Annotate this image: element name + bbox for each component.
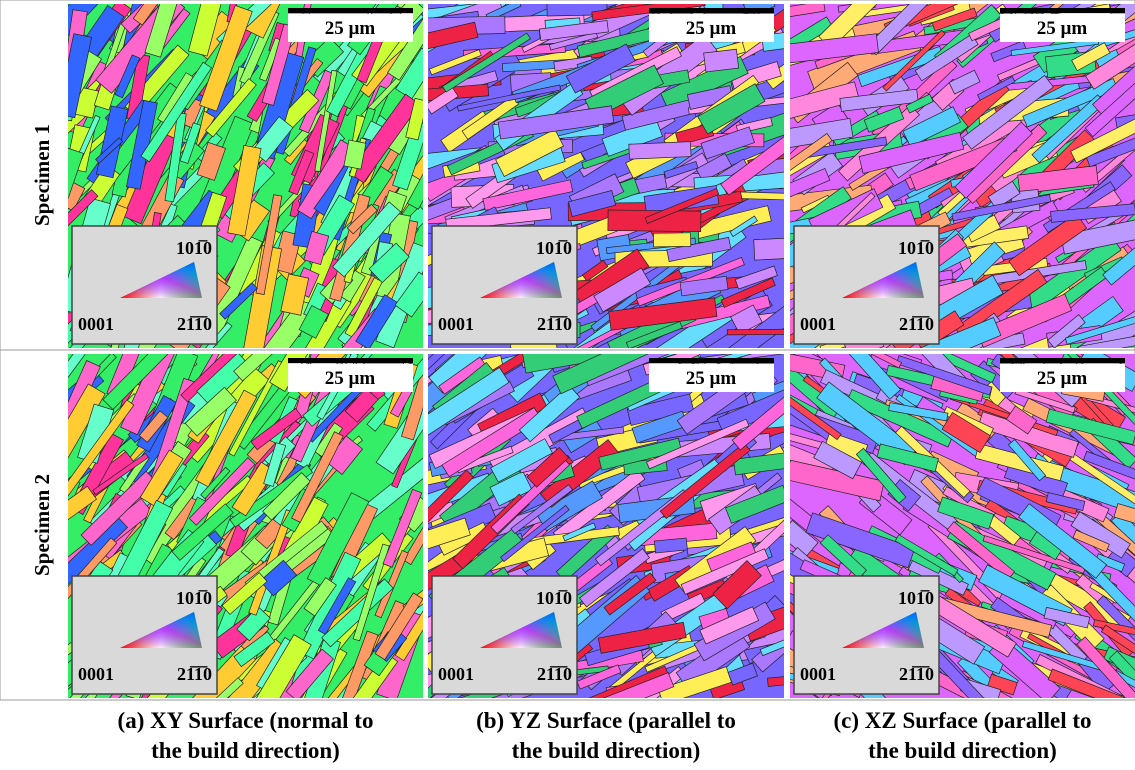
column-caption: the build direction) bbox=[151, 738, 340, 763]
scale-bar bbox=[649, 358, 774, 363]
column-caption: (a) XY Surface (normal to bbox=[118, 708, 374, 733]
scale-label: 25 µm bbox=[686, 18, 737, 39]
legend-left: 0001 bbox=[800, 664, 836, 684]
ebsd-map: 25 µm 101̅0 0001 21̅1̅0 bbox=[379, 0, 825, 380]
ebsd-map: 25 µm 101̅0 0001 21̅1̅0 bbox=[741, 318, 1135, 735]
legend-top: 101̅0 bbox=[898, 238, 934, 258]
legend-top: 101̅0 bbox=[176, 238, 212, 258]
legend-right: 21̅1̅0 bbox=[899, 314, 934, 334]
scale-label: 25 µm bbox=[325, 18, 376, 39]
scale-label: 25 µm bbox=[325, 368, 376, 389]
scale-bar bbox=[1000, 8, 1125, 13]
legend-right: 21̅1̅0 bbox=[899, 664, 934, 684]
legend-top: 101̅0 bbox=[898, 588, 934, 608]
ebsd-map: 25 µm 101̅0 0001 21̅1̅0 bbox=[33, 0, 447, 390]
legend-left: 0001 bbox=[78, 664, 114, 684]
row-label: Specimen 2 bbox=[30, 474, 54, 576]
scale-label: 25 µm bbox=[686, 368, 737, 389]
column-caption: (c) XZ Surface (parallel to bbox=[833, 708, 1091, 733]
ebsd-map: 25 µm 101̅0 0001 21̅1̅0 bbox=[383, 319, 829, 722]
ebsd-map: 25 µm 101̅0 0001 21̅1̅0 bbox=[33, 314, 455, 739]
column-caption: the build direction) bbox=[868, 738, 1057, 763]
legend-left: 0001 bbox=[800, 314, 836, 334]
scale-bar bbox=[649, 8, 774, 13]
row-label: Specimen 1 bbox=[30, 124, 54, 226]
legend-top: 101̅0 bbox=[176, 588, 212, 608]
scale-bar bbox=[1000, 358, 1125, 363]
scale-bar bbox=[288, 358, 413, 363]
scale-label: 25 µm bbox=[1037, 18, 1088, 39]
grain bbox=[727, 329, 793, 335]
column-caption: (b) YZ Surface (parallel to bbox=[476, 708, 736, 733]
ebsd-map: 25 µm 101̅0 0001 21̅1̅0 bbox=[744, 0, 1135, 383]
grain bbox=[653, 233, 690, 247]
column-caption: the build direction) bbox=[512, 738, 701, 763]
legend-left: 0001 bbox=[438, 664, 474, 684]
legend-right: 21̅1̅0 bbox=[177, 314, 212, 334]
figure: Specimen 1 Specimen 2 25 µm 101̅0 0001 21̅1… bbox=[0, 0, 1135, 770]
legend-right: 21̅1̅0 bbox=[177, 664, 212, 684]
legend-right: 21̅1̅0 bbox=[537, 664, 572, 684]
legend-top: 101̅0 bbox=[536, 238, 572, 258]
legend-top: 101̅0 bbox=[536, 588, 572, 608]
grain bbox=[629, 142, 691, 159]
legend-right: 21̅1̅0 bbox=[537, 314, 572, 334]
panels: 25 µm 101̅0 0001 21̅1̅0 25 µm 101̅0 0001 21̅1̅0… bbox=[33, 0, 1135, 739]
grain bbox=[704, 49, 739, 72]
legend-left: 0001 bbox=[438, 314, 474, 334]
scale-bar bbox=[288, 8, 413, 13]
legend-left: 0001 bbox=[78, 314, 114, 334]
scale-label: 25 µm bbox=[1037, 368, 1088, 389]
